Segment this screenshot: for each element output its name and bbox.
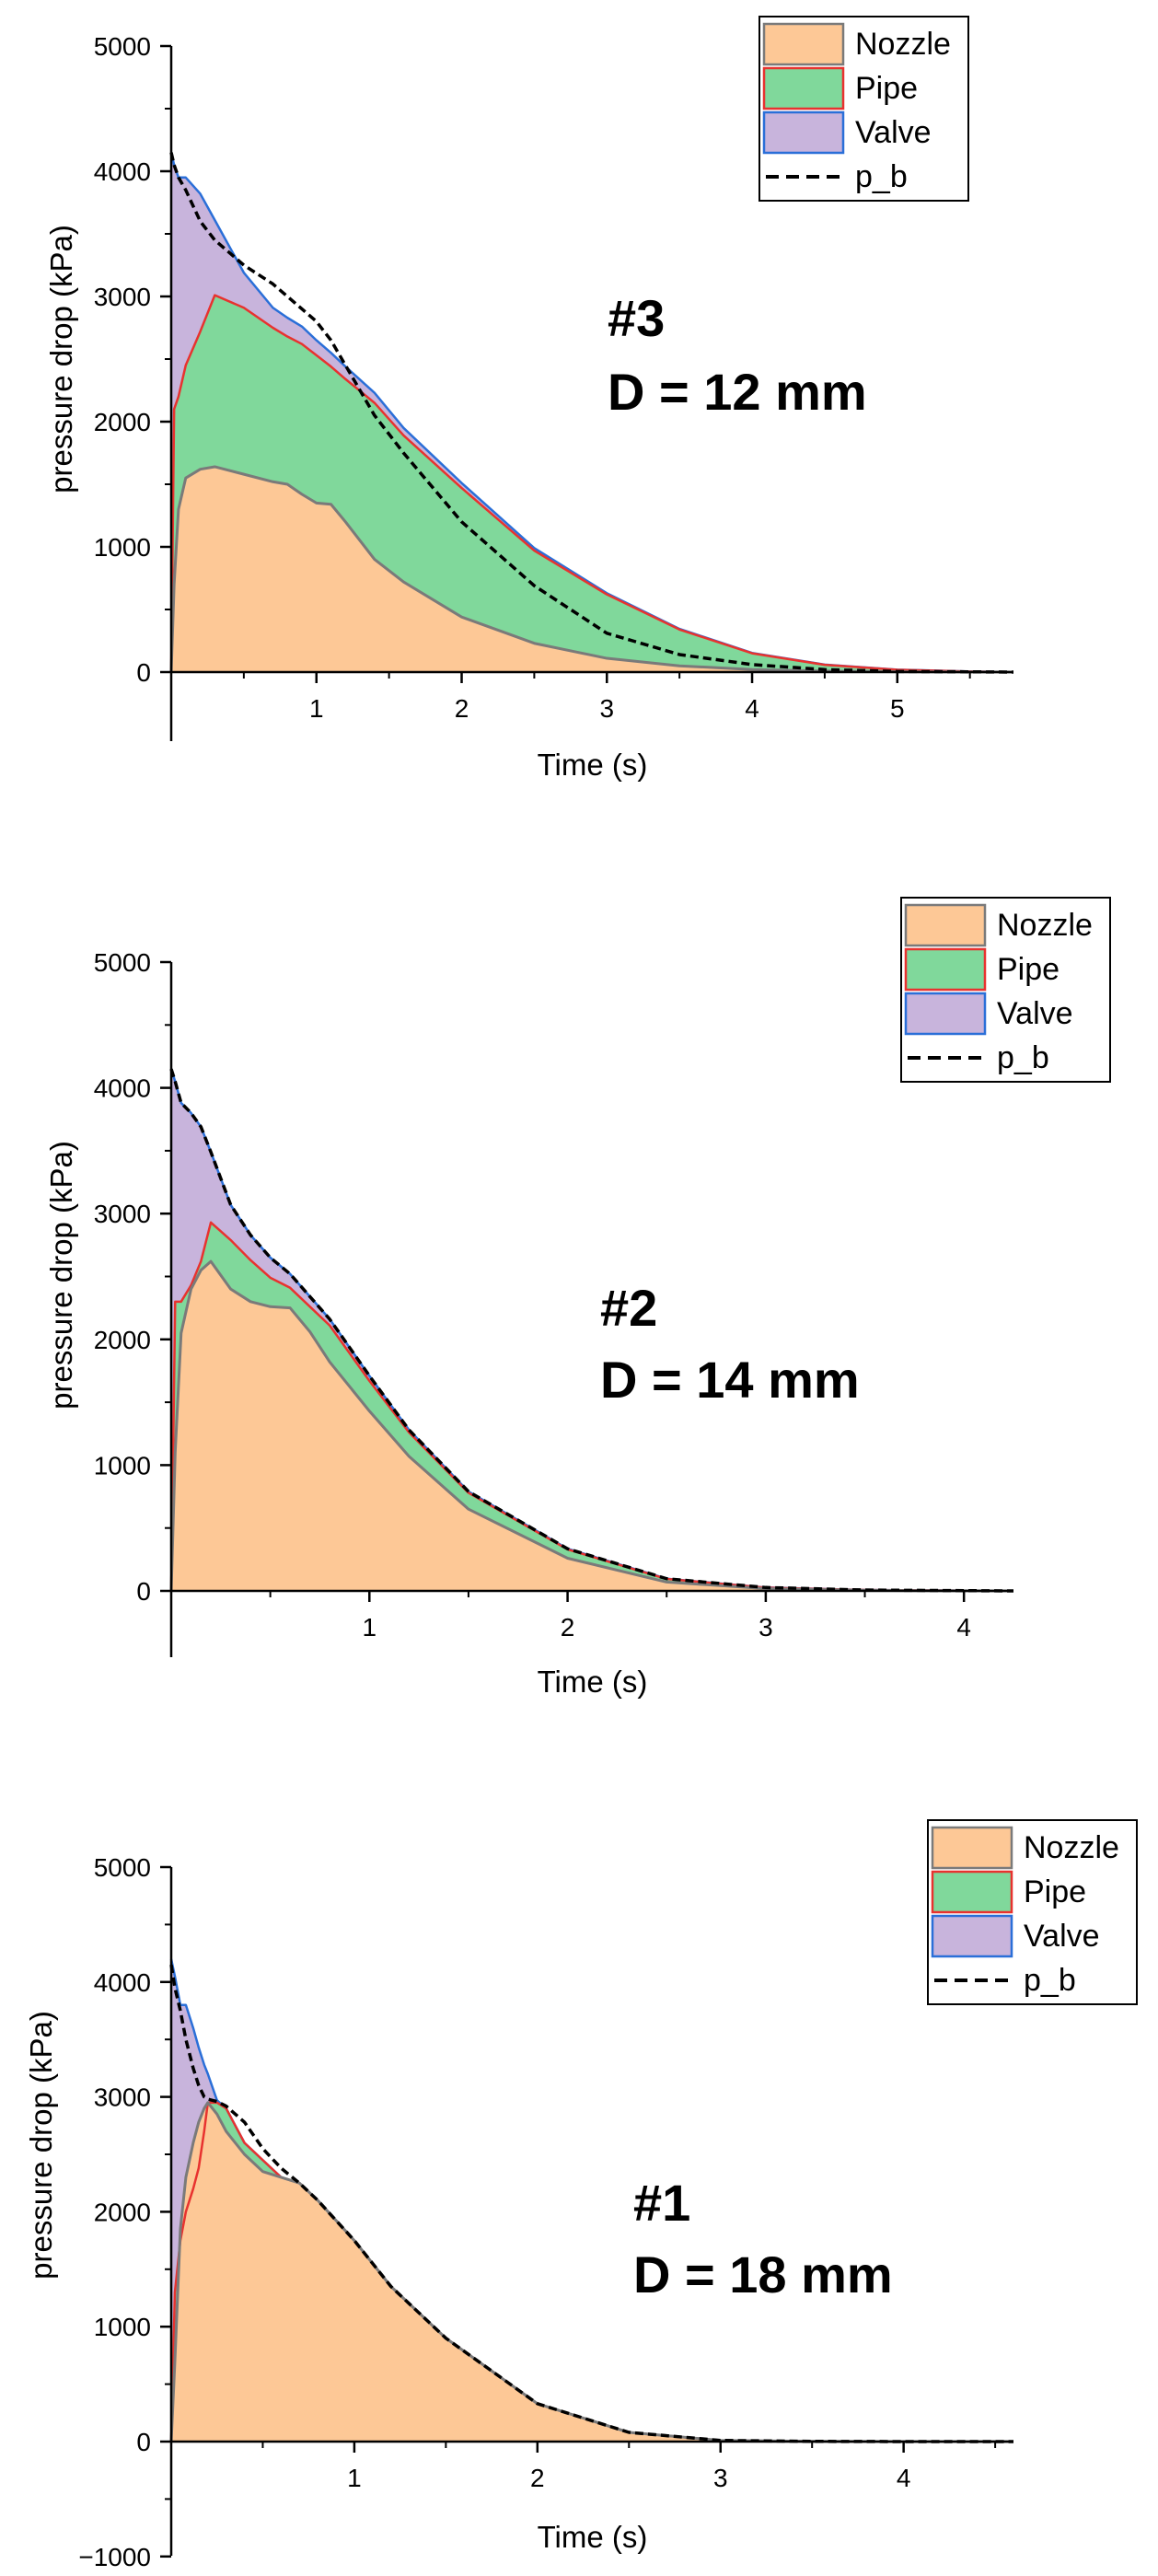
y-axis-label: pressure drop (kPa) <box>44 1141 78 1410</box>
legend-swatch-valve <box>904 992 987 1036</box>
x-tick-label: 1 <box>347 2464 362 2492</box>
chart-panel-2: 0 1000 2000 3000 4000 5000 1 2 3 4 Time (s) pressur… <box>44 897 1111 1699</box>
x-axis-label: Time (s) <box>538 748 648 782</box>
legend-swatch-nozzle <box>904 903 987 947</box>
x-tick-label: 2 <box>561 1613 575 1642</box>
x-tick-label: 4 <box>897 2464 911 2492</box>
x-tick-label: 5 <box>890 694 905 723</box>
y-tick-label: 5000 <box>94 1853 151 1882</box>
y-tick-label: 4000 <box>94 157 151 186</box>
nozzle-edge-line <box>169 1259 1014 1593</box>
pipe-area <box>171 295 1013 672</box>
legend: Nozzle Pipe Valve p_b <box>900 897 1111 1083</box>
annotation-id: #1 <box>633 2174 690 2232</box>
legend: Nozzle Pipe Valve p_b <box>927 1819 1138 2005</box>
y-tick-label: 1000 <box>94 1451 151 1479</box>
annotation-diameter: D = 18 mm <box>633 2245 893 2303</box>
y-tick-label: 2000 <box>94 1326 151 1354</box>
y-tick-label: 0 <box>136 658 151 687</box>
legend-label-valve: Valve <box>1024 1919 1100 1954</box>
y-tick-label: 4000 <box>94 1074 151 1103</box>
legend-label-p-b: p_b <box>1024 1963 1076 1998</box>
y-tick-label: 2000 <box>94 408 151 436</box>
legend-swatch-nozzle <box>762 22 845 66</box>
y-tick-label: 5000 <box>94 948 151 977</box>
annotation-diameter: D = 12 mm <box>608 363 867 421</box>
legend-label-nozzle: Nozzle <box>855 27 951 62</box>
x-tick-label: 4 <box>956 1613 971 1642</box>
y-tick-label: 2000 <box>94 2198 151 2226</box>
x-tick-label: 1 <box>363 1613 377 1642</box>
p-b-line <box>169 152 1014 674</box>
legend-label-nozzle: Nozzle <box>1024 1830 1119 1865</box>
legend-swatch-valve <box>762 110 845 155</box>
x-tick-label: 3 <box>713 2464 728 2492</box>
y-tick-label: 0 <box>136 1577 151 1606</box>
legend: Nozzle Pipe Valve p_b <box>758 16 969 202</box>
legend-swatch-pipe <box>904 947 987 992</box>
y-tick-label: 4000 <box>94 1968 151 1997</box>
legend-label-pipe: Pipe <box>997 952 1060 987</box>
nozzle-area <box>171 1261 1013 1591</box>
nozzle-area <box>171 2102 1013 2442</box>
y-tick-label: 0 <box>136 2428 151 2456</box>
x-tick-label: 1 <box>309 694 324 723</box>
pipe-edge-line <box>169 294 1014 674</box>
p-b-line <box>169 1068 1014 1593</box>
y-tick-label: 1000 <box>94 533 151 562</box>
legend-swatch-nozzle <box>931 1826 1013 1870</box>
annotation-id: #2 <box>600 1279 657 1337</box>
x-tick-label: 3 <box>758 1613 773 1642</box>
nozzle-edge-line <box>169 2101 1013 2443</box>
y-tick-label: 3000 <box>94 283 151 311</box>
y-tick-label: 5000 <box>94 32 151 61</box>
legend-label-valve: Valve <box>997 996 1073 1031</box>
legend-label-p-b: p_b <box>855 159 908 194</box>
x-axis-label: Time (s) <box>538 1665 648 1699</box>
y-tick-label: 1000 <box>94 2313 151 2341</box>
x-tick-label: 4 <box>745 694 759 723</box>
nozzle-area <box>171 466 1013 672</box>
legend-swatch-pipe <box>931 1870 1013 1914</box>
annotation-diameter: D = 14 mm <box>600 1351 860 1409</box>
y-tick-label: −1000 <box>78 2543 151 2571</box>
legend-swatch-pipe <box>762 66 845 110</box>
legend-label-p-b: p_b <box>997 1040 1049 1075</box>
y-tick-label: 3000 <box>94 2083 151 2112</box>
chart-panel-3: −1000 0 1000 2000 3000 4000 5000 1 2 3 4 Time (s) pr… <box>24 1819 1138 2571</box>
x-tick-label: 2 <box>530 2464 545 2492</box>
x-axis-label: Time (s) <box>538 2520 648 2554</box>
annotation-id: #3 <box>608 289 665 347</box>
y-tick-label: 3000 <box>94 1200 151 1228</box>
y-axis-label: pressure drop (kPa) <box>24 2011 58 2280</box>
x-tick-label: 2 <box>455 694 469 723</box>
legend-swatch-valve <box>931 1914 1013 1958</box>
legend-label-valve: Valve <box>855 115 932 150</box>
legend-label-nozzle: Nozzle <box>997 908 1093 943</box>
chart-panel-1: 0 1000 2000 3000 4000 5000 1 2 3 4 5 Time (s) pressu… <box>44 16 1014 782</box>
legend-label-pipe: Pipe <box>1024 1874 1086 1909</box>
legend-label-pipe: Pipe <box>855 71 918 106</box>
pipe-edge-line <box>169 1221 1014 1593</box>
x-tick-label: 3 <box>599 694 614 723</box>
y-axis-label: pressure drop (kPa) <box>44 225 78 493</box>
nozzle-edge-line <box>169 465 1014 674</box>
